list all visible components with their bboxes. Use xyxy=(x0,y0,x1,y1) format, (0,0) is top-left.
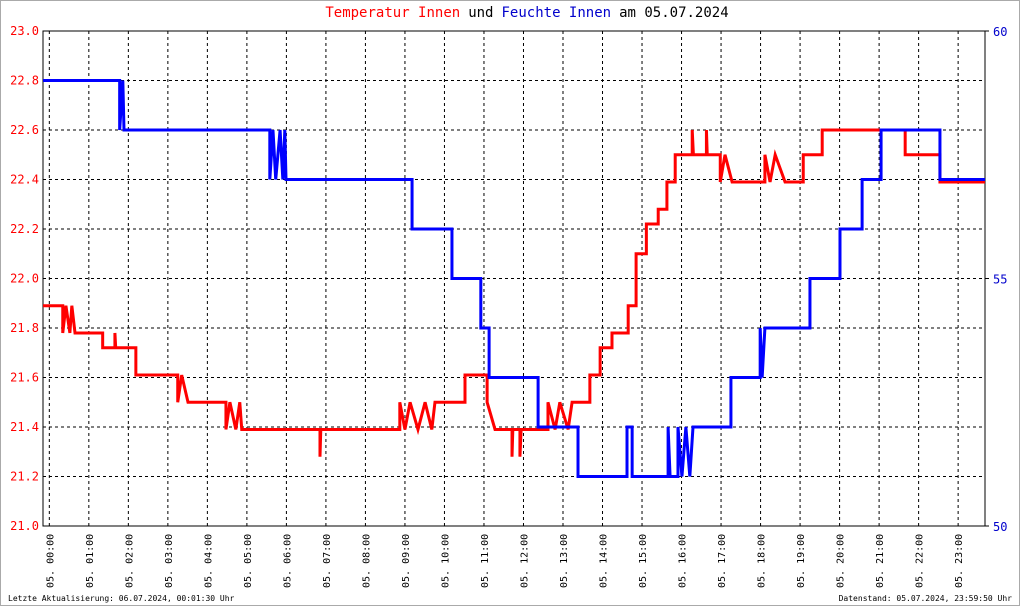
y2-tick-label: 60 xyxy=(993,25,1007,39)
x-tick-label: 05. 06:00 xyxy=(282,534,293,588)
x-tick-label: 05. 19:00 xyxy=(796,534,807,588)
x-tick-label: 05. 23:00 xyxy=(954,534,965,588)
x-tick-label: 05. 11:00 xyxy=(480,534,491,588)
footer-right: Datenstand: 05.07.2024, 23:59:50 Uhr xyxy=(839,594,1013,603)
y2-tick-label: 50 xyxy=(993,520,1007,534)
x-tick-label: 05. 22:00 xyxy=(915,534,926,588)
chart-title: Temperatur Innen und Feuchte Innen am 05.07… xyxy=(325,5,728,21)
y-tick-label: 21.8 xyxy=(10,321,39,335)
title-part: Temperatur Innen xyxy=(325,5,460,21)
y-tick-label: 22.8 xyxy=(10,74,39,88)
y-tick-label: 22.2 xyxy=(10,222,39,236)
y-tick-label: 22.4 xyxy=(10,173,39,187)
x-tick-label: 05. 01:00 xyxy=(85,534,96,588)
y-tick-label: 22.6 xyxy=(10,123,39,137)
x-tick-label: 05. 21:00 xyxy=(875,534,886,588)
plot-frame xyxy=(42,30,986,527)
x-tick-label: 05. 00:00 xyxy=(45,534,56,588)
x-tick-label: 05. 05:00 xyxy=(243,534,254,588)
title-part: und xyxy=(468,5,493,21)
y-tick-label: 21.0 xyxy=(10,519,39,533)
x-tick-label: 05. 02:00 xyxy=(124,534,135,588)
x-tick-label: 05. 18:00 xyxy=(757,534,768,588)
x-tick-label: 05. 13:00 xyxy=(559,534,570,588)
x-tick-label: 05. 10:00 xyxy=(440,534,451,588)
y-tick-label: 22.0 xyxy=(10,272,39,286)
y-tick-label: 21.4 xyxy=(10,420,39,434)
x-tick-label: 05. 15:00 xyxy=(638,534,649,588)
series-line xyxy=(43,79,985,478)
x-tick-label: 05. 03:00 xyxy=(164,534,175,588)
title-part: Feuchte Innen xyxy=(502,5,612,21)
y-tick-label: 21.6 xyxy=(10,371,39,385)
x-tick-label: 05. 17:00 xyxy=(717,534,728,588)
y-tick-label: 23.0 xyxy=(10,24,39,38)
x-tick-label: 05. 20:00 xyxy=(836,534,847,588)
title-part: am 05.07.2024 xyxy=(619,5,729,21)
x-tick-label: 05. 12:00 xyxy=(519,534,530,588)
x-tick-label: 05. 07:00 xyxy=(322,534,333,588)
footer-left: Letzte Aktualisierung: 06.07.2024, 00:01… xyxy=(8,594,235,603)
series-line xyxy=(43,128,985,457)
x-tick-label: 05. 14:00 xyxy=(599,534,610,588)
y-tick-label: 21.2 xyxy=(10,470,39,484)
x-tick-label: 05. 16:00 xyxy=(678,534,689,588)
x-tick-label: 05. 09:00 xyxy=(401,534,412,588)
x-tick-label: 05. 08:00 xyxy=(361,534,372,588)
x-tick-label: 05. 04:00 xyxy=(203,534,214,588)
y2-tick-label: 55 xyxy=(993,273,1007,287)
